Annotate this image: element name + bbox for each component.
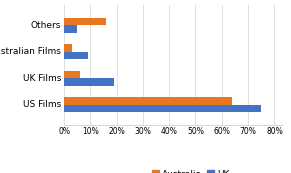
Bar [64,18,106,25]
Bar [64,78,114,86]
Bar [64,97,232,105]
Legend: Australia, UK: Australia, UK [148,166,233,173]
Bar [64,44,72,52]
Bar [64,71,80,78]
Bar [64,25,77,33]
Bar [64,52,88,59]
Bar [64,105,261,112]
